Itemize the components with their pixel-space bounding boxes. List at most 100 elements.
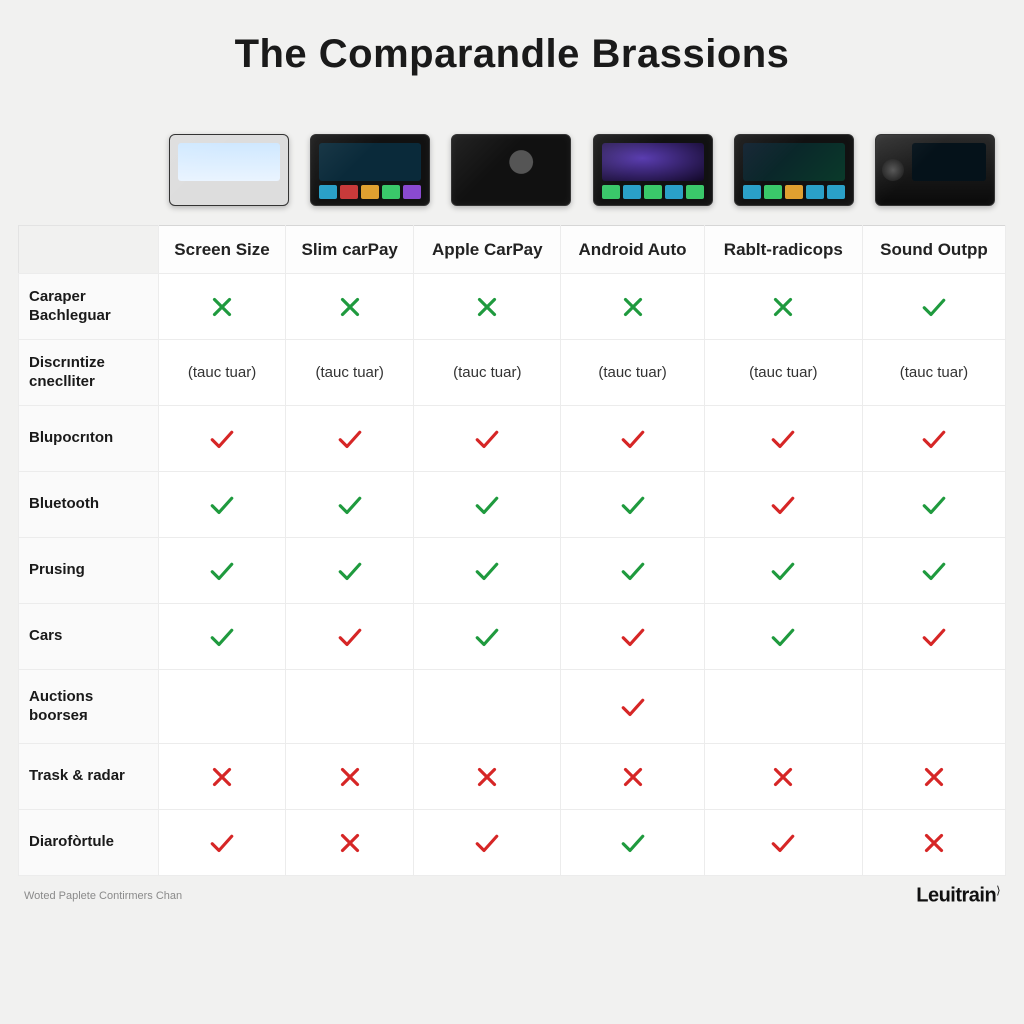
table-cell: (tauc tuar) [704,340,862,406]
table-cell [561,274,705,340]
table-cell: (tauc tuar) [159,340,286,406]
x-icon [472,292,502,322]
check-icon [207,424,237,454]
table-cell: (tauc tuar) [414,340,561,406]
table-cell [862,538,1005,604]
check-icon [472,622,502,652]
check-icon [472,424,502,454]
check-icon [919,556,949,586]
page-title: The Comparandle Brassions [18,32,1006,77]
table-cell [286,670,414,744]
table-cell [414,604,561,670]
table-row: Diarofòrtule [19,810,1006,876]
comparison-table: Screen Size Slim carPay Apple CarPay And… [18,225,1006,876]
table-cell [704,274,862,340]
cell-text: (tauc tuar) [188,364,256,381]
table-cell [561,472,705,538]
x-icon [618,762,648,792]
table-cell [704,538,862,604]
table-cell [561,406,705,472]
table-cell [286,810,414,876]
table-cell [159,472,286,538]
product-image [727,125,860,215]
product-image [869,125,1002,215]
table-cell [862,406,1005,472]
check-icon [472,828,502,858]
check-icon [618,424,648,454]
x-icon [768,292,798,322]
x-icon [335,828,365,858]
row-header: Discrıntize cneclliter [19,340,159,406]
product-image [445,125,578,215]
table-cell [862,604,1005,670]
cell-text: (tauc tuar) [900,364,968,381]
row-header: Trask & radar [19,744,159,810]
table-cell [286,604,414,670]
table-cell [561,810,705,876]
brand-logo: Leuitrain⟩ [916,884,1000,908]
table-cell [159,604,286,670]
table-cell [862,274,1005,340]
table-cell [704,670,862,744]
row-header: Blupocrıton [19,406,159,472]
check-icon [472,556,502,586]
cell-text: (tauc tuar) [453,364,521,381]
row-header: Caraper Bachleguar [19,274,159,340]
table-cell [159,744,286,810]
product-image [162,125,295,215]
table-cell [704,472,862,538]
table-cell [561,538,705,604]
table-cell [159,538,286,604]
column-header: Slim carPay [286,226,414,274]
row-header: Cars [19,604,159,670]
table-cell: (tauc tuar) [561,340,705,406]
cell-text: (tauc tuar) [598,364,666,381]
table-row: Discrıntize cneclliter (tauc tuar) (tauc t… [19,340,1006,406]
cell-text: (tauc tuar) [316,364,384,381]
column-header: Sound Outpp [862,226,1005,274]
row-header: Bluetooth [19,472,159,538]
table-cell [862,810,1005,876]
check-icon [919,490,949,520]
table-cell [414,810,561,876]
check-icon [207,828,237,858]
check-icon [618,490,648,520]
check-icon [768,828,798,858]
check-icon [335,490,365,520]
check-icon [618,692,648,722]
table-cell [159,670,286,744]
x-icon [768,762,798,792]
column-header: Rablt-radicops [704,226,862,274]
product-image [586,125,719,215]
check-icon [618,556,648,586]
table-row: Blupocrıton [19,406,1006,472]
table-cell [286,472,414,538]
x-icon [335,762,365,792]
check-icon [618,622,648,652]
table-cell [862,744,1005,810]
row-header: Auctions boorseя [19,670,159,744]
x-icon [472,762,502,792]
column-header: Android Auto [561,226,705,274]
check-icon [472,490,502,520]
table-cell [286,538,414,604]
x-icon [207,762,237,792]
table-row: Bluetooth [19,472,1006,538]
check-icon [335,622,365,652]
table-cell [862,670,1005,744]
row-header: Prusing [19,538,159,604]
check-icon [335,556,365,586]
row-header: Diarofòrtule [19,810,159,876]
column-header: Apple CarPay [414,226,561,274]
check-icon [919,424,949,454]
table-header-row: Screen Size Slim carPay Apple CarPay And… [19,226,1006,274]
table-cell [414,406,561,472]
check-icon [207,622,237,652]
check-icon [618,828,648,858]
column-header: Screen Size [159,226,286,274]
table-cell [704,744,862,810]
x-icon [335,292,365,322]
x-icon [618,292,648,322]
table-cell [704,406,862,472]
x-icon [919,828,949,858]
